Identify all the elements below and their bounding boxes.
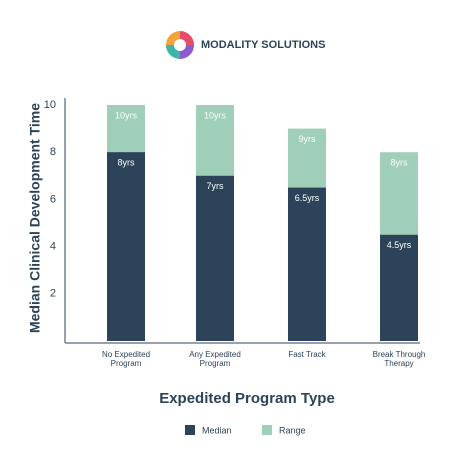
x-tick-label: Break Through Therapy xyxy=(372,350,426,368)
brand: MODALITY SOLUTIONS xyxy=(201,39,325,51)
y-tick-label: 4 xyxy=(50,241,56,253)
bar xyxy=(196,175,234,341)
x-tick-label: Fast Track xyxy=(288,350,326,359)
value-label: 9yrs xyxy=(298,134,316,144)
logo xyxy=(166,31,194,59)
y-tick-label: 8 xyxy=(50,146,56,158)
x-tick-label: Any Expedited Program xyxy=(189,350,241,368)
value-label: 10yrs xyxy=(115,110,138,120)
y-tick-label: 2 xyxy=(50,288,56,300)
legend-label: Range xyxy=(279,425,306,435)
value-label: 6.5yrs xyxy=(295,193,320,203)
bar xyxy=(288,187,326,341)
value-label: 4.5yrs xyxy=(387,240,412,250)
y-axis-label: Median Clinical Development Time xyxy=(27,103,43,333)
value-label: 8yrs xyxy=(117,158,135,168)
x-axis-label: Expedited Program Type xyxy=(159,390,335,407)
legend-swatch xyxy=(262,425,272,435)
x-tick-label: No Expedited Program xyxy=(101,350,151,368)
y-tick-label: 10 xyxy=(44,99,56,111)
legend-swatch xyxy=(185,425,195,435)
legend-label: Median xyxy=(202,425,232,435)
value-label: 7yrs xyxy=(206,181,224,191)
bar xyxy=(380,234,418,341)
value-label: 10yrs xyxy=(204,110,227,120)
value-label: 8yrs xyxy=(390,158,408,168)
y-tick-label: 6 xyxy=(50,193,56,205)
bar xyxy=(107,152,145,341)
